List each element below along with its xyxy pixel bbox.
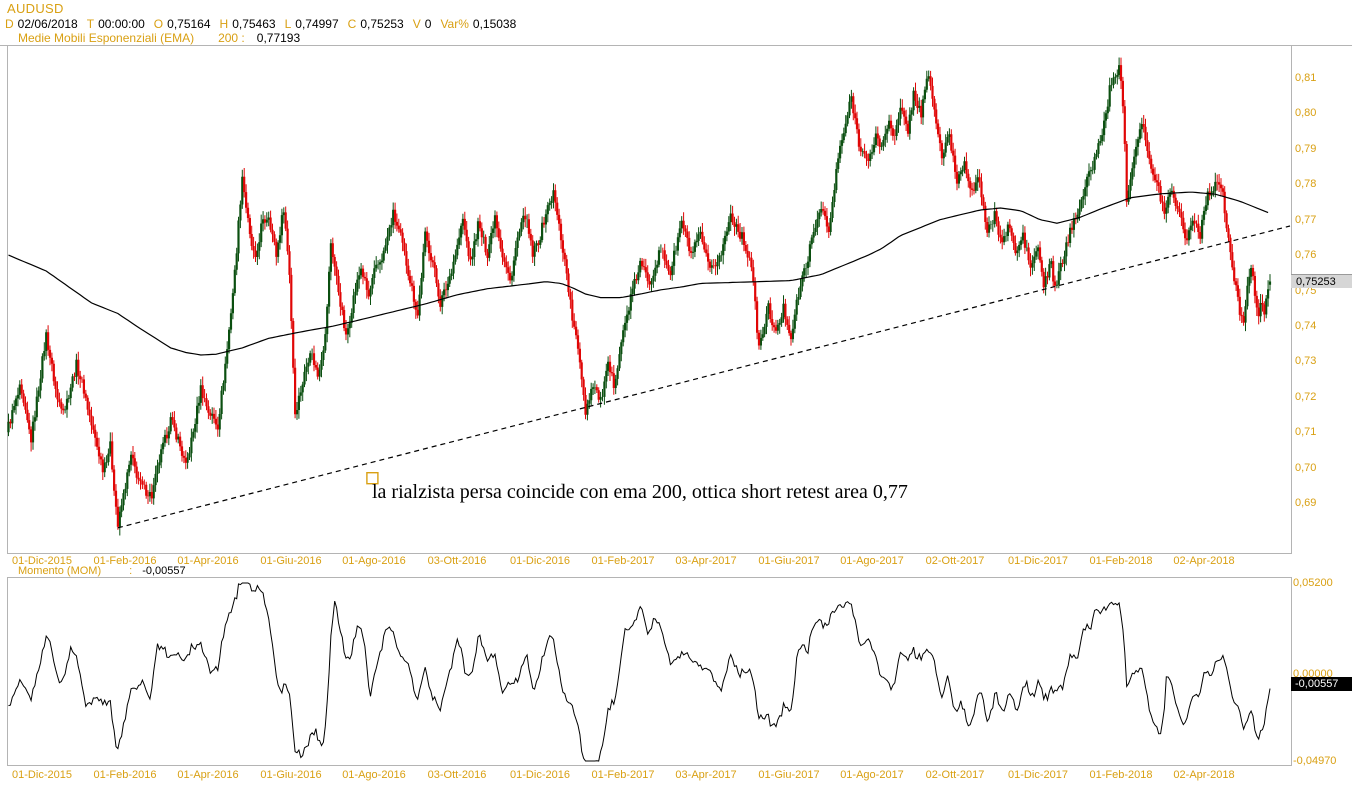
hud-field-value: 0: [424, 17, 432, 31]
x-axis-date-label-momentum: 01-Ago-2017: [840, 769, 904, 781]
x-axis-date-label: 01-Feb-2018: [1089, 555, 1153, 567]
price-axis-tick: 0,81: [1295, 72, 1317, 84]
x-axis-date-label-momentum: 03-Ott-2016: [427, 769, 487, 781]
momentum-value: -0,00557: [142, 565, 186, 577]
x-axis-date-label: 01-Feb-2017: [591, 555, 655, 567]
x-axis-date-label: 03-Ott-2016: [427, 555, 487, 567]
x-axis-date-label: 03-Apr-2017: [675, 555, 737, 567]
x-axis-date-label-momentum: 01-Feb-2018: [1089, 769, 1153, 781]
x-axis-date-label-momentum: 01-Dic-2017: [1008, 769, 1068, 781]
momentum-hud-row: Momento (MOM): -0,00557: [18, 565, 186, 577]
x-axis-date-label-momentum: 01-Feb-2016: [93, 769, 157, 781]
momentum-axis-tick: -0,04970: [1293, 755, 1337, 767]
x-axis-date-label-momentum: 02-Apr-2018: [1173, 769, 1235, 781]
hud-field-key: O: [153, 17, 164, 31]
price-axis-tick: 0,75: [1295, 285, 1317, 297]
price-axis-tick: 0,71: [1295, 426, 1317, 438]
price-axis-tick: 0,78: [1295, 178, 1317, 190]
hud-field: O 0,75164: [154, 17, 211, 31]
last-price-badge: 0,75253: [1291, 274, 1352, 288]
x-axis-date-label-momentum: 01-Giu-2017: [758, 769, 820, 781]
hud-field: L 0,74997: [285, 17, 339, 31]
ema-indicator-label: Medie Mobili Esponenziali (EMA): [18, 31, 195, 45]
hud-field: C 0,75253: [348, 17, 404, 31]
price-axis-tick: 0,79: [1295, 143, 1317, 155]
hud-field-key: H: [219, 17, 229, 31]
x-axis-date-label-momentum: 01-Giu-2016: [260, 769, 322, 781]
hud-field-key: L: [284, 17, 292, 31]
x-axis-date-label: 02-Apr-2018: [1173, 555, 1235, 567]
hud-field-value: 00:00:00: [98, 17, 145, 31]
hud-field-key: T: [86, 17, 95, 31]
hud-field: D 02/06/2018: [5, 17, 78, 31]
hud-field-key: V: [412, 17, 421, 31]
hud-field-value: 0,75463: [232, 17, 276, 31]
price-axis-tick: 0,69: [1295, 497, 1317, 509]
x-axis-date-label-momentum: 03-Apr-2017: [675, 769, 737, 781]
x-axis-date-label-momentum: 01-Dic-2015: [12, 769, 72, 781]
hud-field: H 0,75463: [220, 17, 276, 31]
hud-field-value: 0,75253: [360, 17, 404, 31]
momentum-label: Momento (MOM): [18, 565, 102, 577]
chart-annotation-text: la rialzista persa coincide con ema 200,…: [372, 481, 908, 503]
ohlc-hud-row: D 02/06/2018 T 00:00:00 O 0,75164 H 0,75463 L 0,7…: [5, 17, 525, 31]
price-axis-tick: 0,72: [1295, 391, 1317, 403]
momentum-axis-tick: 0,05200: [1293, 577, 1333, 589]
hud-field-key: D: [5, 17, 14, 31]
hud-field-value: 02/06/2018: [17, 17, 78, 31]
ema-period-label: 200 :: [218, 31, 245, 45]
hud-field-key: Var%: [440, 17, 469, 31]
price-chart-panel-border: [7, 45, 1292, 554]
x-axis-date-label: 01-Apr-2016: [177, 555, 239, 567]
price-axis-tick: 0,76: [1295, 249, 1317, 261]
price-axis-tick: 0,80: [1295, 107, 1317, 119]
price-axis-tick: 0,77: [1295, 214, 1317, 226]
price-axis-tick: 0,70: [1295, 462, 1317, 474]
hud-field-value: 0,74997: [295, 17, 339, 31]
x-axis-date-label-momentum: 01-Feb-2017: [591, 769, 655, 781]
momentum-separator: :: [129, 565, 133, 577]
x-axis-date-label: 01-Giu-2016: [260, 555, 322, 567]
hud-field: T 00:00:00: [87, 17, 145, 31]
x-axis-date-label: 02-Ott-2017: [925, 555, 985, 567]
x-axis-date-label: 01-Dic-2017: [1008, 555, 1068, 567]
x-axis-date-label-momentum: 01-Apr-2016: [177, 769, 239, 781]
hud-field-key: C: [347, 17, 357, 31]
price-axis-tick: 0,74: [1295, 320, 1317, 332]
x-axis-date-label-momentum: 02-Ott-2017: [925, 769, 985, 781]
hud-field-value: 0,75164: [167, 17, 211, 31]
momentum-panel-border: [7, 577, 1292, 766]
momentum-value-badge: -0,00557: [1291, 677, 1352, 691]
x-axis-date-label: 01-Giu-2017: [758, 555, 820, 567]
x-axis-date-label: 01-Ago-2017: [840, 555, 904, 567]
ema-value: 0,77193: [256, 31, 301, 45]
x-axis-date-label: 01-Feb-2016: [93, 555, 157, 567]
hud-field-value: 0,15038: [472, 17, 517, 31]
hud-field: Var% 0,15038: [440, 17, 516, 31]
x-axis-date-label: 01-Ago-2016: [342, 555, 406, 567]
symbol-title: AUDUSD: [7, 1, 64, 16]
x-axis-date-label: 01-Dic-2015: [12, 555, 72, 567]
ema-indicator-row: Medie Mobili Esponenziali (EMA) 200 : 0,77…: [18, 31, 300, 45]
x-axis-date-label-momentum: 01-Ago-2016: [342, 769, 406, 781]
x-axis-date-label-momentum: 01-Dic-2016: [510, 769, 570, 781]
price-axis-tick: 0,73: [1295, 355, 1317, 367]
x-axis-date-label: 01-Dic-2016: [510, 555, 570, 567]
